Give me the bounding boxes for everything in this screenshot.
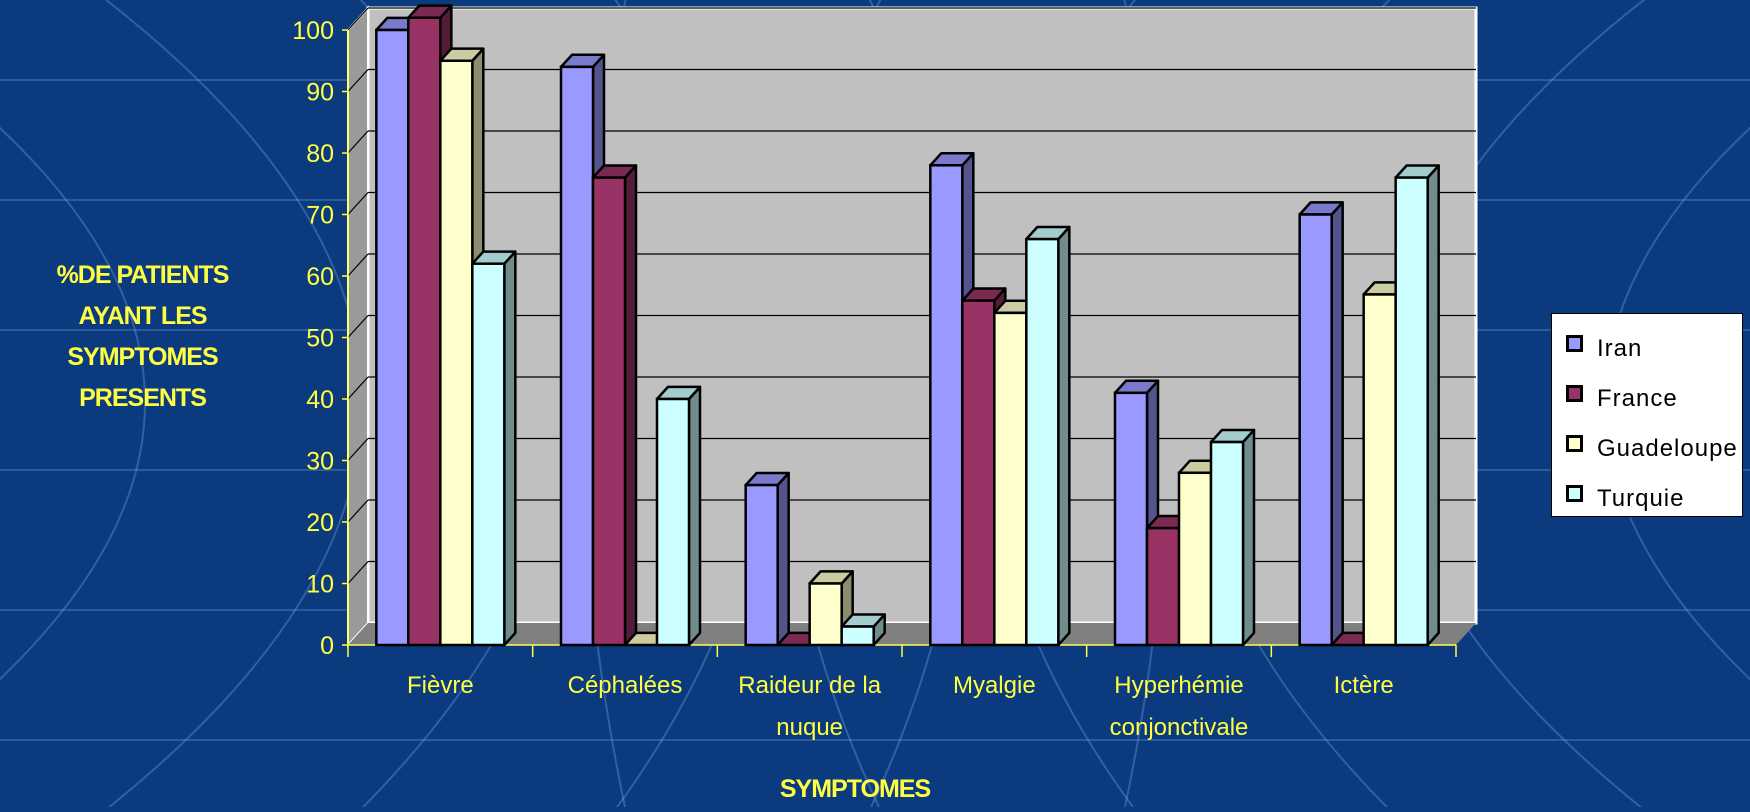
y-tick-label: 90 [306, 79, 334, 107]
gridline-side [347, 499, 369, 523]
bar [1394, 164, 1440, 647]
y-axis-title-line: SYMPTOMES [67, 343, 218, 371]
bar [1025, 225, 1071, 647]
bar-front [655, 397, 691, 647]
legend-item: Turquie [1552, 474, 1742, 524]
gridline-side [347, 376, 369, 400]
y-axis-title: %DE PATIENTS AYANT LES SYMPTOMES PRESENT… [0, 255, 285, 419]
bar-front [1394, 176, 1429, 647]
bar-front [471, 262, 506, 647]
bar-front [1145, 526, 1181, 647]
bar-side [1057, 225, 1071, 647]
x-tick-label: Raideur de la [738, 672, 881, 699]
x-tick-label: Ictère [1334, 672, 1394, 699]
y-tick-label: 30 [306, 448, 334, 476]
x-axis-title: SYMPTOMES [779, 775, 931, 803]
bar-front [591, 176, 627, 647]
bar [840, 613, 886, 647]
y-axis-title-line: %DE PATIENTS [56, 261, 230, 289]
x-tick-label: Céphalées [568, 672, 683, 699]
bar-side [687, 385, 702, 647]
bar-front [1362, 293, 1397, 647]
bar-front [808, 582, 843, 647]
bar [1113, 379, 1160, 647]
gridline-side [347, 561, 369, 584]
x-tick-label: Fièvre [407, 672, 474, 699]
bar-front [744, 483, 779, 647]
y-tick-label: 40 [306, 386, 334, 414]
y-tick-label: 20 [306, 509, 334, 537]
bar-front [1177, 471, 1213, 647]
x-tick-label: Myalgie [953, 672, 1036, 699]
bar-side [1426, 164, 1440, 647]
bar [471, 250, 517, 647]
bar-front [840, 625, 875, 647]
gridline-side [347, 130, 369, 154]
legend: Iran France Guadeloupe Turquie [1551, 313, 1743, 517]
legend-swatch [1566, 334, 1583, 352]
background-meridian [0, 126, 146, 681]
legend-swatch [1566, 384, 1583, 402]
bar-front [439, 59, 474, 647]
gridline-side [347, 438, 369, 461]
bar-side [503, 250, 517, 647]
y-axis-title-line: AYANT LES [78, 302, 207, 330]
legend-item: France [1552, 374, 1742, 424]
y-tick-label: 10 [306, 571, 334, 599]
bar [1298, 201, 1344, 647]
bar-side [1241, 428, 1256, 647]
bar-front [407, 16, 442, 647]
bar-front [993, 311, 1028, 647]
bar [591, 164, 638, 647]
bar-front [1113, 391, 1149, 647]
bar-front [1209, 440, 1245, 647]
legend-label: Iran [1597, 335, 1643, 362]
y-tick-label: 60 [306, 263, 334, 291]
bar-front [375, 28, 410, 647]
legend-label: France [1597, 385, 1678, 412]
x-tick-label: conjonctivale [1110, 714, 1249, 741]
bar [1209, 428, 1256, 647]
y-tick-label: 70 [306, 202, 334, 230]
bar-front [1025, 237, 1060, 647]
gridline-side [347, 7, 369, 31]
legend-swatch [1566, 484, 1583, 502]
y-tick-label: 80 [306, 140, 334, 168]
y-tick-label: 50 [306, 325, 334, 353]
y-tick-label: 0 [320, 632, 334, 660]
x-tick-label: nuque [776, 714, 843, 741]
gridline-side [347, 253, 369, 277]
bar-side [776, 471, 790, 647]
bar-side [1330, 201, 1344, 647]
legend-item: Guadeloupe [1552, 424, 1742, 474]
gridline-side [347, 315, 369, 338]
bar-side [623, 164, 638, 647]
bar-front [929, 164, 964, 647]
bars-group [375, 4, 1440, 647]
bar-front [961, 299, 996, 647]
legend-swatch [1566, 434, 1583, 452]
legend-item: Iran [1552, 324, 1742, 374]
y-axis-title-line: PRESENTS [79, 384, 207, 412]
legend-label: Guadeloupe [1597, 435, 1738, 462]
bar [655, 385, 702, 647]
bar [744, 471, 790, 647]
x-tick-label: Hyperhémie [1114, 672, 1243, 699]
bar-front [1298, 213, 1333, 647]
legend-label: Turquie [1597, 485, 1685, 512]
bar-front [559, 65, 595, 647]
gridline-side [347, 69, 369, 92]
y-tick-label: 100 [292, 17, 334, 45]
gridline-side [347, 192, 369, 215]
